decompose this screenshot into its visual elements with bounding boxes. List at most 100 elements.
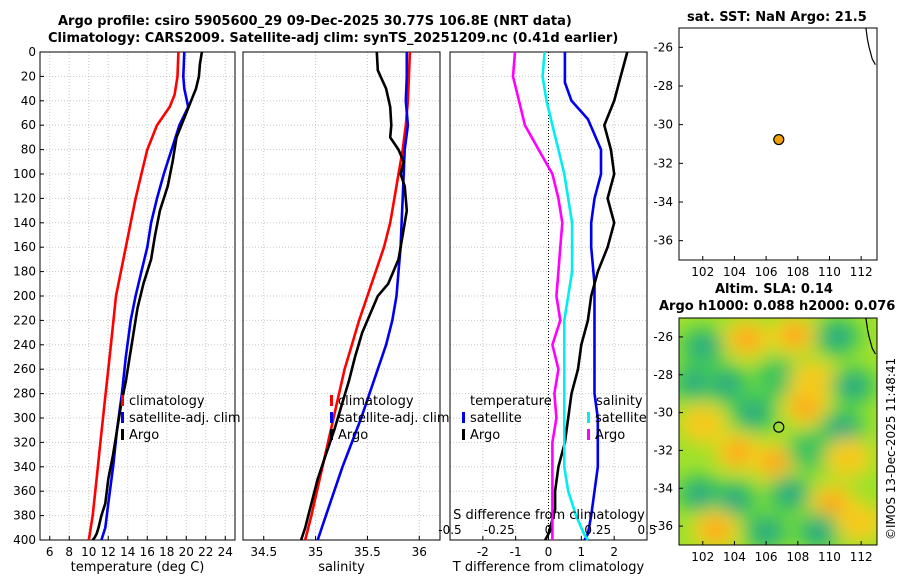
sal-legend-0-label: climatology: [338, 394, 414, 409]
sla-blob-core: [798, 440, 823, 461]
sla-blob-core: [735, 328, 760, 349]
sla-blob-core: [841, 376, 866, 397]
diff-legend-s-argo-label: Argo: [595, 428, 625, 443]
temperature-x-tick-label: 24: [218, 545, 233, 559]
diff-legend-temp-title: temperature: [470, 394, 552, 409]
diff-legend-t-argo-label: Argo: [470, 428, 500, 443]
temp-legend-0-swatch: [121, 395, 124, 406]
depth-tick-label: 320: [13, 435, 36, 449]
sla_map-argo-location-marker: [773, 421, 785, 433]
sla-blob-core: [825, 326, 850, 347]
sla_map-lat-label: -32: [653, 443, 673, 457]
sla-blob-core: [782, 325, 807, 346]
sla_map-lon-label: 110: [818, 550, 841, 564]
depth-tick-label: 20: [21, 69, 36, 83]
diff-legend-s-argo-swatch: [587, 429, 590, 440]
depth-tick-label: 120: [13, 191, 36, 205]
sla_map-lon-label: 106: [755, 550, 778, 564]
sla-blob-core: [741, 402, 766, 423]
sla-blob-core: [806, 521, 831, 542]
sla_map-panel: -26 -28 -30 -32 -34 -36 102 104 106 108 110 112: [653, 317, 878, 564]
diff-legend-sal-title: salinity: [596, 394, 643, 409]
sla-blob-core: [793, 396, 818, 417]
sla-blob-layer: [679, 318, 877, 545]
depth-tick-label: 260: [13, 362, 36, 376]
s-diff-tick-label: 0.25: [584, 523, 611, 537]
sal-legend-1-label: satellite-adj. clim: [338, 411, 450, 426]
sst_map-lat-label: -36: [653, 234, 673, 248]
sst_map-lon-label: 108: [786, 265, 809, 279]
sla-blob-core: [847, 512, 872, 533]
difference-x-tick-label: -1: [510, 545, 522, 559]
sla_map-coastline: [865, 317, 876, 355]
depth-tick-label: 220: [13, 313, 36, 327]
s-diff-tick-label: 0.5: [637, 523, 656, 537]
temperature-x-tick-label: 20: [179, 545, 194, 559]
sst_map-lon-label: 104: [723, 265, 746, 279]
temperature-x-axis-label: temperature (deg C): [71, 560, 205, 575]
sla_map-lon-label: 104: [723, 550, 746, 564]
sst_map-lon-label: 110: [818, 265, 841, 279]
depth-tick-label: 340: [13, 460, 36, 474]
s-diff-tick-label: -0.5: [438, 523, 461, 537]
temp-argo-line: [91, 51, 204, 541]
salinity-x-tick-label: 35: [308, 545, 323, 559]
depth-tick-label: 360: [13, 484, 36, 498]
sal-legend-2-label: Argo: [338, 428, 368, 443]
sla-blob-core: [690, 336, 715, 357]
s-diff-axis-label: S difference from climatology: [453, 508, 645, 523]
difference-x-tick-label: -2: [477, 545, 489, 559]
difference-x-tick-label: 2: [610, 545, 618, 559]
salinity-x-tick-label: 36: [412, 545, 427, 559]
diff-legend-s-sat-swatch: [587, 412, 590, 423]
sla-blob-core: [690, 413, 715, 434]
depth-tick-label: 200: [13, 289, 36, 303]
temperature-x-tick-label: 14: [120, 545, 135, 559]
difference-x-axis-label: T difference from climatology: [452, 560, 645, 575]
sla_map-lat-label: -26: [653, 330, 673, 344]
sst_map-lat-label: -34: [653, 195, 673, 209]
diff-legend-t-sat-label: satellite: [470, 411, 522, 426]
sla-blob-core: [682, 372, 707, 393]
diff-legend-t-sat-swatch: [462, 412, 465, 423]
sst_map-frame: [678, 27, 878, 261]
temp-legend-1-label: satellite-adj. clim: [129, 411, 241, 426]
main-title-line2: Climatology: CARS2009. Satellite-adj cli…: [48, 31, 619, 46]
depth-tick-label: 140: [13, 216, 36, 230]
depth-tick-label: 0: [28, 45, 36, 59]
sla-map-title: Altim. SLA: 0.14: [715, 282, 833, 297]
sal-satellite-line: [316, 52, 410, 541]
salinity-x-tick-label: 35.5: [354, 545, 381, 559]
sal-legend-2-swatch: [330, 429, 333, 440]
sla_map-lat-label: -30: [653, 406, 673, 420]
sal-legend-1-swatch: [330, 412, 333, 423]
sla_map-lat-label: -34: [653, 481, 673, 495]
temperature-x-tick-label: 6: [46, 545, 54, 559]
sst_map-panel: -26 -28 -30 -32 -34 -36 102 104 106 108 110 112: [653, 27, 878, 279]
sla-argo-height-title: Argo h1000: 0.088 h2000: 0.076: [659, 299, 896, 314]
sla-blob-core: [801, 370, 826, 391]
depth-tick-label: 100: [13, 167, 36, 181]
difference-panel: -2 -1 0 1 2T difference from climatology S di…: [438, 51, 657, 575]
sst_map-coastline: [865, 27, 876, 65]
diff-legend-s-sat-label: satellite: [595, 411, 647, 426]
depth-tick-label: 280: [13, 387, 36, 401]
sla-blob-core: [725, 442, 750, 463]
temp-legend-2-swatch: [121, 429, 124, 440]
salinity-frame: [242, 51, 441, 541]
temp-legend-1-swatch: [121, 412, 124, 423]
salinity-x-axis-label: salinity: [318, 560, 365, 575]
sla_map-lon-label: 102: [691, 550, 714, 564]
sst_map-lon-label: 106: [755, 265, 778, 279]
temp-climatology-line: [87, 51, 180, 541]
sla_map-lat-label: -36: [653, 519, 673, 533]
sla-blob-core: [766, 368, 791, 389]
sla-blob-core: [762, 451, 787, 472]
sla-blob-core: [714, 374, 739, 395]
s-diff-tick-label: -0.25: [484, 523, 515, 537]
sal-argo-line: [299, 51, 409, 541]
temperature-x-tick-label: 16: [140, 545, 155, 559]
sla_map-frame: [678, 317, 878, 546]
temperature-x-tick-label: 10: [81, 545, 96, 559]
depth-tick-label: 80: [21, 143, 36, 157]
